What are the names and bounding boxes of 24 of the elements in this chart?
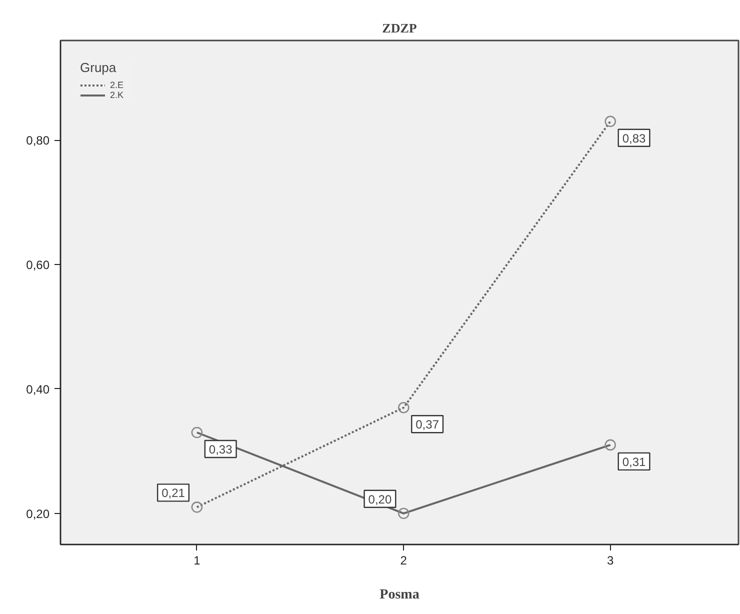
point	[398, 402, 410, 414]
point	[191, 426, 203, 438]
point	[398, 508, 410, 520]
data-label: 0,31	[622, 454, 646, 469]
data-label: 0,33	[208, 442, 233, 456]
data-label: 0,37	[416, 418, 440, 432]
x-tick-label: 2	[400, 554, 408, 568]
y-tick-label: 0,80	[26, 134, 50, 148]
y-tick-label: 0,20	[26, 506, 50, 521]
legend-label: 2.E	[110, 80, 125, 90]
data-label: 0,21	[162, 486, 186, 500]
x-tick-label: 1	[194, 554, 201, 568]
x-tick-label: 3	[607, 554, 614, 568]
y-tick-label: 0,40	[26, 382, 50, 396]
data-label: 0,83	[622, 131, 646, 146]
chart-title: ZDZP	[382, 20, 417, 36]
point	[604, 439, 616, 451]
legend-title: Grupa	[80, 60, 118, 75]
data-label: 0,20	[368, 492, 392, 506]
point	[604, 116, 616, 128]
x-axis-title: Posma	[380, 588, 420, 602]
point	[191, 502, 203, 513]
legend-label: 2.K	[110, 90, 125, 100]
y-tick-label: 0,60	[26, 258, 50, 272]
